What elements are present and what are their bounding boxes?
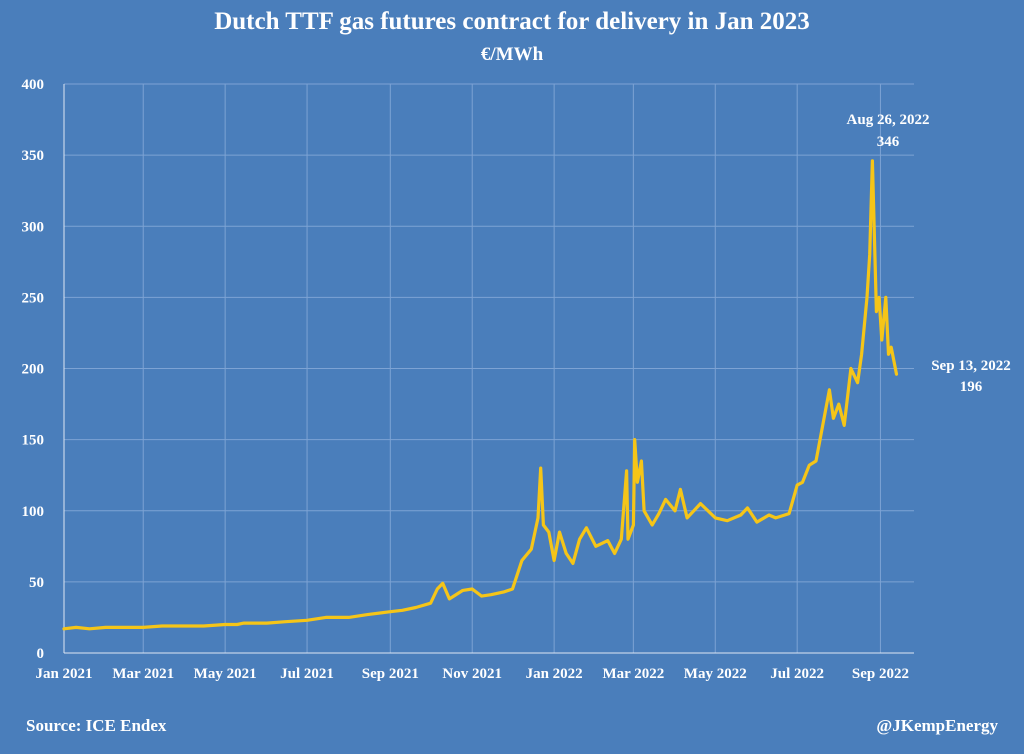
annotation-last-date: Sep 13, 2022	[931, 358, 1011, 374]
axes	[63, 84, 914, 654]
x-tick-label: Jan 2021	[35, 666, 92, 682]
y-tick-label: 350	[22, 148, 45, 164]
x-tick-label: May 2022	[684, 666, 747, 682]
x-tick-label: Jan 2022	[526, 666, 583, 682]
chart-subtitle: €/MWh	[480, 44, 544, 65]
y-tick-label: 300	[22, 219, 45, 235]
y-tick-label: 150	[22, 433, 45, 449]
x-tick-label: Nov 2021	[442, 666, 502, 682]
y-tick-label: 400	[22, 77, 45, 93]
y-tick-label: 100	[22, 504, 45, 520]
chart-title: Dutch TTF gas futures contract for deliv…	[214, 8, 810, 35]
x-tick-label: Jul 2022	[770, 666, 824, 682]
y-tick-label: 200	[22, 362, 45, 378]
series-line	[62, 159, 899, 631]
x-tick-label: May 2021	[194, 666, 257, 682]
x-tick-labels: Jan 2021 Mar 2021 May 2021 Jul 2021 Sep 2021…	[35, 666, 909, 682]
annotations: Aug 26, 2022 346 Sep 13, 2022 196	[847, 112, 1011, 395]
x-tick-label: Sep 2021	[362, 666, 419, 682]
source-note: Source: ICE Endex	[26, 716, 167, 735]
y-tick-label: 50	[29, 575, 44, 591]
x-tick-label: Sep 2022	[852, 666, 909, 682]
x-tick-label: Mar 2021	[112, 666, 174, 682]
y-tick-label: 0	[37, 646, 45, 662]
y-tick-labels: 0 50 100 150 200 250 300 350 400	[22, 77, 45, 662]
annotation-last-value: 196	[960, 379, 983, 395]
series-group	[62, 159, 899, 631]
annotation-peak-value: 346	[877, 134, 900, 150]
author-handle: @JKempEnergy	[876, 716, 998, 735]
gridlines	[64, 83, 914, 653]
y-tick-label: 250	[22, 290, 45, 306]
x-tick-label: Jul 2021	[280, 666, 334, 682]
x-tick-label: Mar 2022	[602, 666, 664, 682]
annotation-peak-date: Aug 26, 2022	[847, 112, 930, 128]
